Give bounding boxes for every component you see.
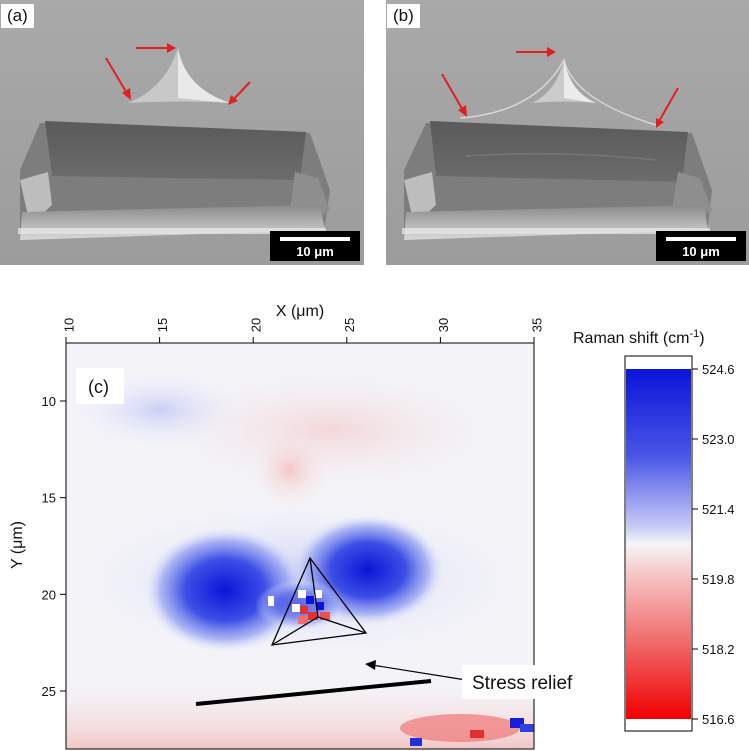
y-tick-label: 10 — [42, 394, 56, 409]
x-axis: 10 15 20 25 30 35 — [61, 318, 544, 343]
colorbar-tick-label: 523.0 — [702, 432, 735, 447]
heatmap-area — [66, 343, 534, 749]
x-tick-label: 25 — [342, 318, 357, 332]
panel-label-c-box — [76, 368, 124, 404]
colorbar-tick-label: 516.6 — [702, 712, 735, 727]
annotation-stress-relief: Stress relief — [472, 673, 573, 694]
scale-bar-label-a: 10 μm — [296, 244, 334, 259]
panel-label-a: (a) — [1, 4, 34, 28]
scale-bar-line-a — [280, 237, 350, 241]
x-axis-label: X (μm) — [276, 303, 324, 320]
y-axis: 10 15 20 25 — [42, 394, 66, 699]
panel-label-c: (c) — [88, 377, 109, 397]
sem-image-b: (b) 10 μm — [386, 0, 749, 265]
colorbar-tick-label: 521.4 — [702, 502, 735, 517]
y-tick-label: 15 — [42, 491, 56, 506]
scale-bar-line-b — [666, 237, 736, 241]
colorbar-tick-label: 519.8 — [702, 572, 735, 587]
annotation-box — [462, 665, 592, 699]
colorbar-tick-label: 518.2 — [702, 642, 735, 657]
stress-relief-line — [195, 679, 432, 706]
y-axis-label: Y (μm) — [9, 521, 26, 569]
stress-relief-arrow — [365, 660, 467, 681]
x-tick-label: 15 — [155, 318, 170, 332]
y-tick-label: 25 — [42, 684, 56, 699]
x-tick-label: 30 — [436, 318, 451, 332]
sem-image-a: (a) 10 μm — [0, 0, 364, 265]
x-tick-label: 20 — [249, 318, 264, 332]
colorbar-gradient — [626, 369, 691, 719]
colorbar: 524.6 523.0 521.4 519.8 518.2 516.6 — [624, 355, 735, 732]
scale-bar-b: 10 μm — [656, 231, 746, 261]
tip-pixels — [268, 590, 330, 624]
scale-bar-label-b: 10 μm — [682, 244, 720, 259]
tip-triangle-outline — [270, 556, 368, 646]
scale-bar-a: 10 μm — [270, 231, 360, 261]
x-tick-label: 10 — [61, 318, 76, 332]
panel-label-b: (b) — [387, 4, 420, 28]
sem-drawing-a — [0, 0, 364, 265]
plot-frame — [65, 342, 535, 750]
colorbar-title: Raman shift (cm-1) — [573, 328, 705, 347]
x-tick-label: 35 — [529, 318, 544, 332]
sem-drawing-b — [386, 0, 749, 265]
colorbar-tick-label: 524.6 — [702, 362, 735, 377]
y-tick-label: 20 — [42, 587, 56, 602]
